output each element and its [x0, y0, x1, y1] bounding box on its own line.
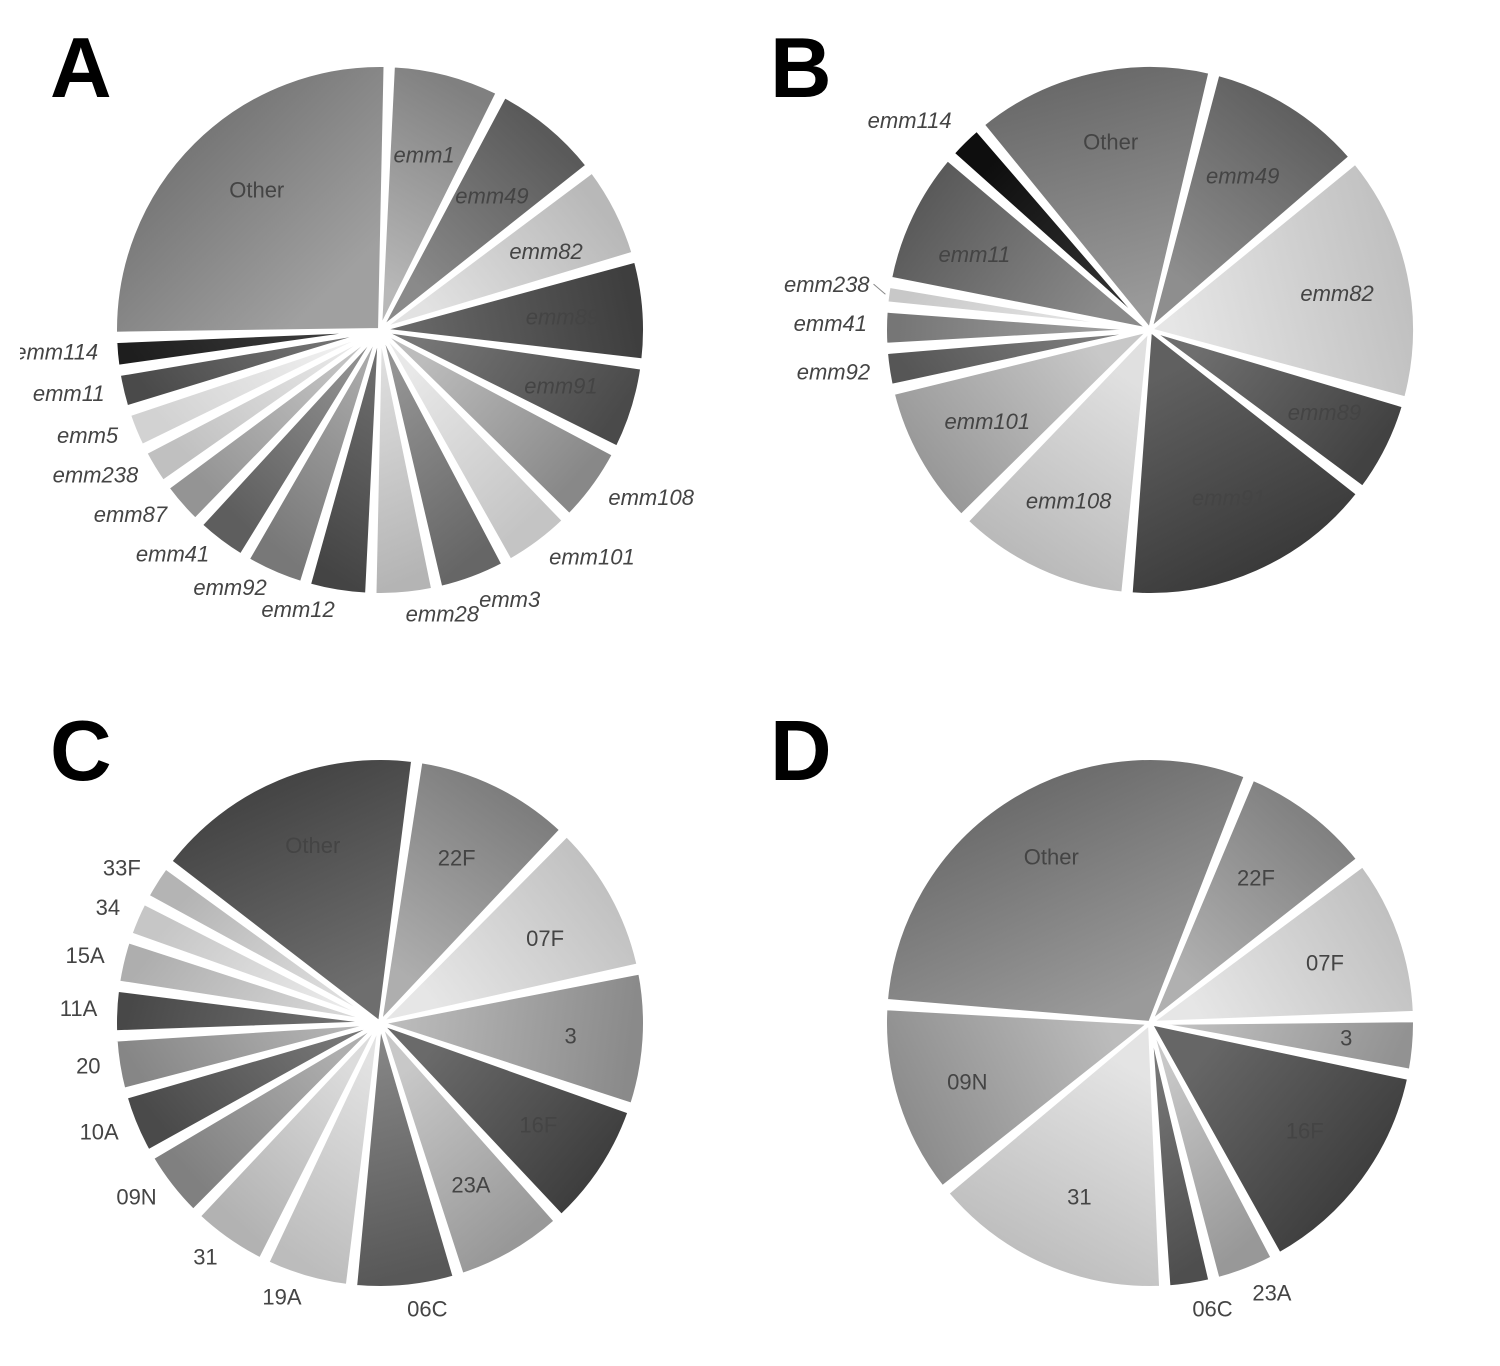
slice-label-emm12: emm12 — [261, 597, 334, 622]
slice-label-3: 3 — [564, 1023, 576, 1048]
slice-label-emm82: emm82 — [1300, 281, 1373, 306]
slice-label-emm92: emm92 — [193, 575, 266, 600]
slice-label-emm1: emm1 — [394, 142, 455, 167]
slice-label-16f: 16F — [519, 1112, 557, 1137]
slice-label-31: 31 — [1067, 1185, 1091, 1210]
slice-label-emm89: emm89 — [526, 305, 599, 330]
slice-label-emm41: emm41 — [136, 541, 209, 566]
panel-b: Bemm49 emm82 emm89 emm91 emm108 emm101 emm92 em… — [760, 20, 1480, 663]
slice-label-emm82: emm82 — [509, 239, 582, 264]
slice-label-emm11: emm11 — [33, 381, 105, 406]
slice-label-other: Other — [1024, 844, 1079, 869]
slice-label-emm11: emm11 — [939, 242, 1011, 267]
slice-label-34: 34 — [96, 895, 120, 920]
slice-label-19a: 19A — [262, 1285, 301, 1310]
slice-label-emm114: emm114 — [20, 339, 98, 364]
slice-label-22f: 22F — [438, 846, 476, 871]
pie-chart-b: emm49 emm82 emm89 emm91 emm108 emm101 emm92 emm… — [760, 20, 1490, 660]
slice-label-emm108: emm108 — [608, 485, 694, 510]
panel-letter-b: B — [770, 20, 832, 118]
panel-letter-c: C — [50, 703, 112, 801]
slice-label-emm101: emm101 — [945, 409, 1031, 434]
slice-label-11a: 11A — [60, 996, 98, 1021]
slice-label-06c: 06C — [1192, 1297, 1232, 1322]
slice-label-emm91: emm91 — [524, 374, 597, 399]
slice-label-emm114: emm114 — [868, 108, 952, 133]
pie-chart-a: emm1emm49 emm82 emm89 emm91 emm108 emm101 emm3… — [20, 20, 750, 660]
pie-chart-d: 22F 07F 3 16F 23A 06C 31 09N Other — [760, 703, 1490, 1343]
slice-label-emm28: emm28 — [406, 602, 480, 627]
slice-label-15a: 15A — [66, 943, 105, 968]
pie-chart-c: 22F 07F 3 16F 23A 06C 19A 31 09N 10A 20 11A 15A 34 33F… — [20, 703, 750, 1343]
slice-label-emm238: emm238 — [53, 463, 139, 488]
slice-label-other: Other — [1083, 129, 1138, 154]
slice-label-33f: 33F — [103, 855, 141, 880]
slice-label-emm49: emm49 — [1206, 163, 1279, 188]
slice-label-06c: 06C — [407, 1296, 447, 1321]
slice-label-emm92: emm92 — [797, 360, 870, 385]
slice-label-31: 31 — [193, 1245, 217, 1270]
slice-label-emm87: emm87 — [94, 502, 168, 527]
slice-label-emm91: emm91 — [1192, 486, 1265, 511]
slice-label-emm3: emm3 — [479, 587, 541, 612]
slice-label-emm5: emm5 — [57, 423, 119, 448]
slice-label-20: 20 — [76, 1053, 100, 1078]
slice-label-09n: 09N — [947, 1070, 987, 1095]
slice-label-other: Other — [285, 833, 340, 858]
slice-label-10a: 10A — [80, 1119, 119, 1144]
chart-grid: Aemm1emm49emm82emm89emm91emm108emm101emm… — [20, 20, 1480, 1346]
slice-label-other: Other — [229, 178, 284, 203]
slice-label-emm238: emm238 — [784, 272, 870, 297]
panel-letter-d: D — [770, 703, 832, 801]
slice-label-22f: 22F — [1237, 866, 1275, 891]
label-leader — [874, 284, 886, 294]
slice-label-23a: 23A — [1252, 1281, 1291, 1306]
slice-label-emm101: emm101 — [549, 545, 635, 570]
slice-label-23a: 23A — [451, 1172, 490, 1197]
slice-label-emm89: emm89 — [1288, 400, 1361, 425]
panel-c: C 22F 07F 3 16F 23A 06C 19A 31 09N 10A 20 11A 15A 34 33… — [20, 703, 740, 1346]
slice-label-emm41: emm41 — [794, 311, 867, 336]
panel-letter-a: A — [50, 20, 112, 118]
slice-label-09n: 09N — [116, 1185, 156, 1210]
slice-label-emm49: emm49 — [455, 183, 528, 208]
slice-label-07f: 07F — [1306, 951, 1344, 976]
slice-label-emm108: emm108 — [1026, 488, 1112, 513]
panel-a: Aemm1emm49 emm82 emm89 emm91 emm108 emm101 emm… — [20, 20, 740, 663]
slice-label-3: 3 — [1340, 1026, 1352, 1051]
slice-label-07f: 07F — [526, 926, 564, 951]
slice-label-16f: 16F — [1286, 1118, 1324, 1143]
panel-d: D 22F 07F 3 16F 23A 06C 31 09N Other — [760, 703, 1480, 1346]
